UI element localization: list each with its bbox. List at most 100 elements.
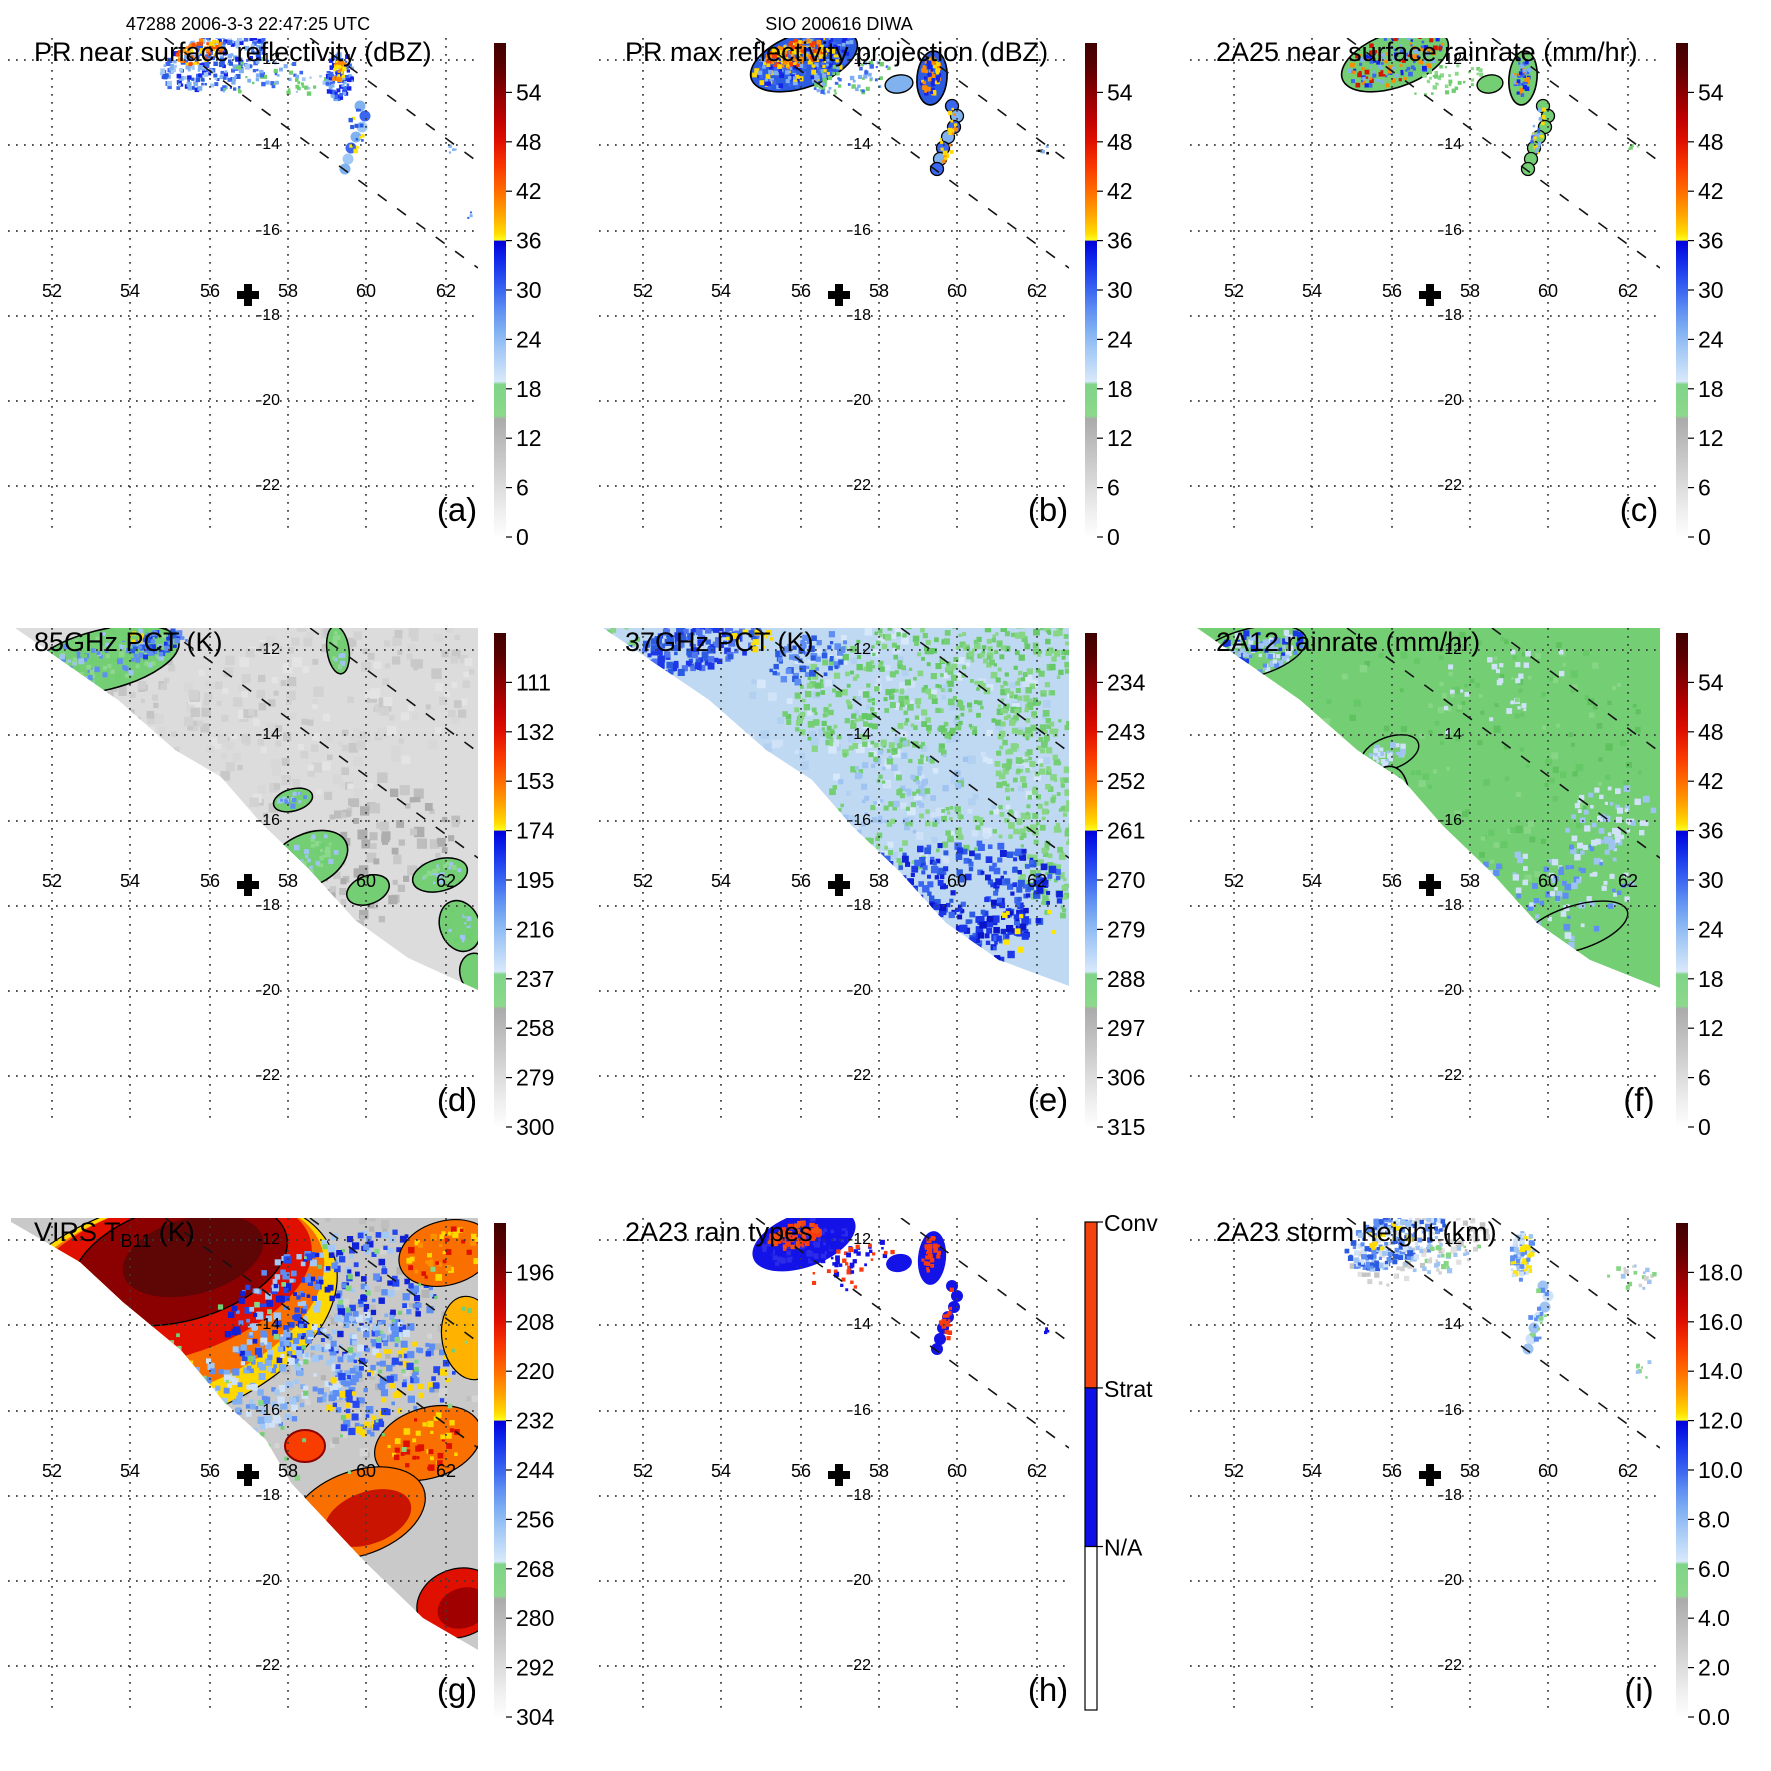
speckle	[810, 831, 817, 839]
speckle	[794, 707, 800, 713]
speckle	[1014, 708, 1020, 715]
panel-letter: (e)	[1028, 1081, 1068, 1118]
speckle	[1053, 826, 1061, 833]
speckle	[87, 682, 92, 687]
speckle	[1541, 121, 1545, 126]
speckle	[1516, 79, 1521, 83]
speckle	[899, 793, 905, 799]
speckle	[307, 764, 314, 771]
speckle	[1464, 683, 1468, 688]
speckle	[137, 681, 147, 690]
speckle	[257, 738, 265, 746]
speckle	[889, 702, 896, 708]
speckle	[251, 949, 257, 955]
speckle	[469, 214, 473, 218]
speckle	[448, 866, 452, 870]
speckle	[800, 49, 804, 53]
speckle	[300, 82, 304, 86]
speckle	[341, 83, 345, 88]
speckle	[1383, 812, 1390, 819]
speckle	[197, 86, 203, 91]
speckle	[929, 74, 935, 79]
speckle	[337, 64, 341, 69]
colorbar-tick-label: 18	[1698, 376, 1724, 402]
speckle	[1353, 68, 1357, 72]
speckle	[870, 740, 875, 745]
speckle	[189, 62, 193, 66]
speckle	[256, 928, 266, 939]
speckle	[1426, 644, 1431, 649]
speckle	[876, 677, 881, 683]
speckle	[852, 948, 860, 956]
speckle	[733, 634, 739, 639]
speckle	[370, 843, 377, 850]
speckle	[1316, 770, 1323, 777]
speckle	[451, 649, 461, 659]
speckle	[1042, 895, 1049, 902]
map-chain-dot	[1520, 161, 1536, 177]
speckle	[823, 707, 829, 713]
speckle	[974, 642, 981, 650]
speckle	[955, 907, 960, 912]
speckle	[240, 61, 244, 65]
speckle	[267, 699, 276, 707]
speckle	[847, 83, 851, 86]
speckle	[883, 922, 888, 927]
speckle	[854, 772, 862, 780]
speckle	[1005, 787, 1010, 793]
speckle	[789, 41, 793, 45]
speckle	[927, 64, 932, 70]
speckle	[922, 937, 928, 943]
speckle	[1379, 66, 1383, 70]
speckle	[967, 755, 976, 765]
speckle	[865, 647, 874, 656]
speckle	[1516, 91, 1520, 95]
speckle	[1072, 845, 1078, 851]
speckle	[1549, 778, 1555, 784]
storm-center-marker	[828, 874, 850, 896]
speckle	[898, 865, 903, 870]
speckle	[1381, 806, 1387, 813]
speckle	[1358, 71, 1362, 74]
speckle	[941, 854, 947, 860]
speckle	[1039, 724, 1047, 731]
speckle	[947, 620, 952, 625]
speckle	[874, 78, 878, 82]
speckle	[361, 139, 364, 142]
speckle	[39, 661, 44, 666]
speckle	[1064, 725, 1069, 731]
speckle	[905, 861, 911, 867]
colorbar-tick-label: 54	[516, 79, 542, 105]
speckle	[346, 811, 352, 817]
speckle	[1249, 654, 1253, 659]
speckle	[758, 70, 763, 75]
speckle	[698, 722, 704, 728]
lat-tick-label: -12	[257, 51, 280, 68]
speckle	[783, 868, 790, 874]
speckle	[925, 809, 930, 814]
speckle	[918, 785, 925, 792]
speckle	[917, 652, 922, 657]
speckle	[1411, 883, 1418, 890]
map-imagery	[159, 38, 473, 219]
speckle	[888, 865, 893, 870]
speckle	[1488, 829, 1495, 836]
speckle	[292, 951, 299, 959]
speckle	[173, 51, 179, 57]
speckle	[843, 640, 847, 645]
speckle	[817, 67, 821, 71]
speckle	[1575, 764, 1584, 772]
speckle	[781, 920, 788, 928]
speckle	[882, 766, 886, 771]
speckle	[105, 642, 110, 647]
speckle	[141, 762, 149, 770]
speckle	[297, 939, 307, 948]
speckle	[920, 792, 925, 797]
speckle	[255, 51, 261, 57]
speckle	[468, 936, 472, 940]
speckle	[769, 78, 774, 83]
speckle	[902, 840, 908, 846]
speckle	[698, 657, 704, 663]
speckle	[183, 682, 193, 692]
speckle	[948, 961, 954, 966]
